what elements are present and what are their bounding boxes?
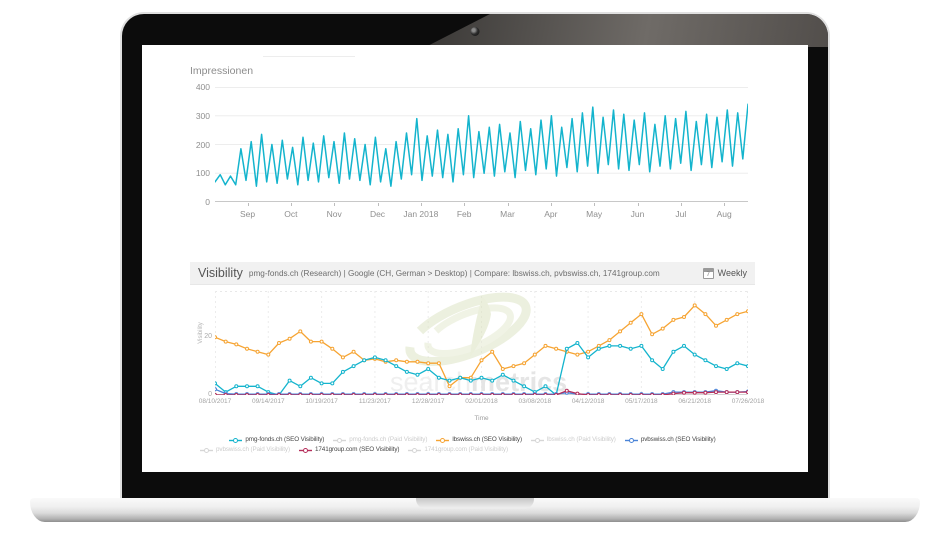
visibility-x-tick: 04/12/2018 [571, 398, 605, 405]
visibility-x-tick: 03/08/2018 [518, 398, 552, 405]
legend-item-label: pmg-fonds.ch (Paid Visibility) [349, 436, 428, 443]
impressions-tick-mark [290, 203, 292, 206]
impressions-x-tick: May [586, 209, 603, 219]
legend-marker-icon [530, 437, 544, 443]
weekly-button-label: Weekly [717, 268, 747, 278]
legend-item[interactable]: pmg-fonds.ch (Paid Visibility) [333, 435, 427, 445]
legend-item-label: 1741group.com (SEO Visibility) [314, 446, 400, 453]
impressions-tick-mark [637, 203, 639, 206]
weekly-button[interactable]: Weekly [702, 267, 747, 279]
bezel-reflection [425, 14, 828, 47]
legend-item-label: pvbswiss.ch (SEO Visibility) [640, 436, 716, 443]
impressions-plot [215, 87, 748, 202]
impressions-y-tick: 300 [195, 110, 210, 121]
visibility-x-tick: 12/28/2017 [411, 398, 445, 405]
legend-item[interactable]: lbswiss.ch (SEO Visibility) [436, 435, 522, 445]
legend-row-2: pvbswiss.ch (Paid Visibility) 1741group.c… [190, 445, 755, 455]
impressions-x-tick: Jun [630, 209, 645, 219]
legend-marker-icon [436, 437, 450, 443]
impressions-y-tick: 400 [195, 82, 210, 92]
legend-item[interactable]: pmg-fonds.ch (SEO Visibility) [229, 435, 324, 445]
impressions-x-tick: Oct [284, 209, 298, 219]
visibility-title: Visibility [198, 266, 243, 280]
impressions-tick-mark [724, 203, 726, 206]
legend-item[interactable]: pvbswiss.ch (SEO Visibility) [624, 435, 716, 445]
visibility-x-tick: 10/19/2017 [305, 398, 338, 405]
visibility-x-tick: 08/10/2017 [198, 398, 232, 405]
impressions-tick-mark [680, 203, 682, 206]
legend-marker-icon [333, 437, 347, 443]
visibility-x-tick: 05/17/2018 [625, 398, 658, 405]
impressions-tick-mark [377, 203, 379, 206]
visibility-plot: searchmetrics [215, 291, 748, 395]
legend-marker-icon [200, 447, 213, 453]
visibility-x-tick: 07/26/2018 [731, 398, 765, 405]
laptop-lid-notch [416, 498, 534, 509]
impressions-tick-mark [550, 203, 552, 206]
visibility-x-axis-title: Time [474, 415, 489, 422]
legend-item[interactable]: pvbswiss.ch (Paid Visibility) [200, 445, 290, 455]
laptop-screen: Impressionen 400 300 200 100 0 Sep Oct Nov Dec J… [142, 45, 808, 472]
legend-row-1: pmg-fonds.ch (SEO Visibility) pmg-fonds.c… [190, 435, 755, 445]
impressions-x-tick: Sep [239, 209, 256, 219]
legend-item-label: lbswiss.ch (SEO Visibility) [452, 436, 522, 443]
legend-marker-icon [229, 437, 243, 443]
top-divider [263, 56, 355, 57]
impressions-tick-mark [507, 203, 509, 206]
legend: pmg-fonds.ch (SEO Visibility) pmg-fonds.c… [190, 435, 755, 455]
impressions-tick-mark [334, 203, 336, 206]
legend-marker-icon [624, 437, 638, 443]
impressions-tick-mark [464, 203, 466, 206]
impressions-tick-mark [247, 203, 249, 206]
legend-marker-icon [298, 447, 312, 453]
laptop-base [30, 498, 920, 522]
impressions-x-tick: Apr [544, 209, 558, 219]
impressions-x-tick: Mar [500, 209, 515, 219]
visibility-header: Visibility pmg-fonds.ch (Research) | Goo… [190, 262, 755, 285]
impressions-x-tick: Feb [456, 209, 472, 219]
calendar-icon [702, 267, 714, 279]
visibility-chart: Visibility 20 0 searchmetrics 08/10/2017 0… [190, 285, 764, 437]
legend-item[interactable]: 1741group.com (Paid Visibility) [408, 445, 508, 455]
impressions-chart-title: Impressionen [190, 65, 254, 77]
impressions-x-tick: Aug [716, 209, 732, 219]
legend-item-label: pmg-fonds.ch (SEO Visibility) [245, 436, 325, 443]
impressions-x-tick: Nov [326, 209, 342, 219]
visibility-panel: Visibility pmg-fonds.ch (Research) | Goo… [190, 262, 764, 453]
impressions-x-tick: Jul [675, 209, 687, 219]
impressions-tick-mark [420, 203, 422, 206]
impressions-tick-mark [594, 203, 596, 206]
laptop-lid: Impressionen 400 300 200 100 0 Sep Oct Nov Dec J… [120, 12, 830, 498]
impressions-y-tick: 0 [205, 197, 210, 207]
visibility-x-tick: 02/01/2018 [465, 398, 498, 405]
legend-item-label: lbswiss.ch (Paid Visibility) [546, 436, 616, 443]
webcam-icon [470, 27, 480, 36]
legend-item-label: pvbswiss.ch (Paid Visibility) [216, 446, 290, 453]
visibility-y-tick: 20 [204, 333, 212, 341]
visibility-y-tick: 0 [208, 391, 212, 398]
impressions-chart: 400 300 200 100 0 Sep Oct Nov Dec Jan 2018 Feb Mar… [190, 81, 775, 226]
impressions-y-tick: 100 [195, 168, 210, 179]
legend-marker-icon [408, 447, 422, 453]
legend-item-label: 1741group.com (Paid Visibility) [424, 446, 508, 453]
impressions-x-tick: Jan 2018 [403, 209, 439, 219]
impressions-x-tick: Dec [369, 209, 386, 219]
visibility-x-tick: 11/23/2017 [358, 398, 391, 405]
legend-item[interactable]: 1741group.com (SEO Visibility) [298, 445, 400, 455]
visibility-x-tick: 09/14/2017 [252, 398, 285, 405]
impressions-y-tick: 200 [195, 139, 210, 150]
legend-item[interactable]: lbswiss.ch (Paid Visibility) [530, 435, 616, 445]
svg-text:searchmetrics: searchmetrics [390, 367, 567, 395]
visibility-subtitle: pmg-fonds.ch (Research) | Google (CH, Ge… [248, 268, 660, 278]
visibility-x-tick: 06/21/2018 [678, 398, 711, 405]
